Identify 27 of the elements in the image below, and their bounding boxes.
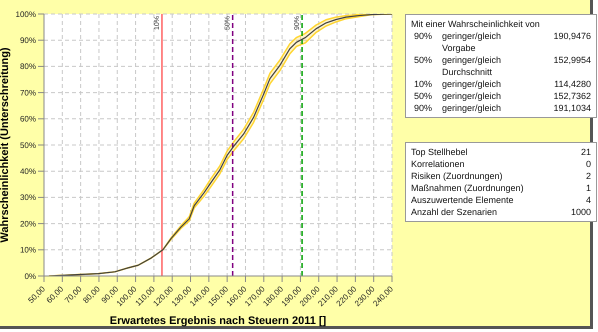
y-tick-label: 100%: [16, 10, 36, 19]
y-tick-label: 30%: [20, 193, 36, 202]
text: Top Stellhebel 21: [411, 147, 591, 157]
text: Vorgabe: [442, 42, 477, 54]
y-tick-label: 90%: [20, 36, 36, 46]
y-tick-label: 20%: [20, 219, 36, 228]
y-tick-label: 0%: [24, 272, 36, 281]
y-tick-label: 40%: [20, 167, 36, 176]
text: Mit einer Wahrscheinlichkeit von: [411, 18, 541, 30]
text: 90% geringer/gleich 190,9476: [414, 31, 591, 41]
text: 90% geringer/gleich 191,1034: [414, 103, 591, 113]
y-axis-title: Wahrscheinlichkeit (Unterschreitung): [0, 47, 11, 243]
text: 50% geringer/gleich 152,9954: [414, 55, 591, 65]
text: Korrelationen 0: [411, 159, 591, 169]
text: Anzahl der Szenarien 1000: [411, 207, 591, 217]
x-axis-title: Erwartetes Ergebnis nach Steuern 2011 []: [110, 315, 327, 327]
text: Maßnahmen (Zuordnungen) 1: [411, 183, 591, 193]
y-tick-label: 10%: [20, 246, 36, 255]
y-tick-label: 50%: [20, 140, 36, 150]
y-tick-label: 60%: [20, 114, 36, 124]
y-tick-label: 70%: [20, 88, 36, 98]
text: Risiken (Zuordnungen) 2: [411, 171, 591, 181]
text: Durchschnitt: [442, 66, 494, 78]
text: Auszuwertende Elemente 4: [411, 195, 591, 205]
text: 50% geringer/gleich 152,7362: [414, 91, 591, 101]
text: 10% geringer/gleich 114,4280: [414, 79, 591, 89]
y-tick-label: 80%: [20, 62, 36, 72]
